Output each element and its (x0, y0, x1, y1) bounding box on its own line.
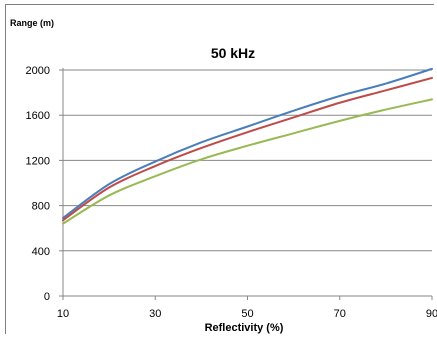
gridlines (63, 69, 432, 252)
x-tick-label: 30 (149, 308, 161, 320)
chart-title: 50 kHz (211, 45, 255, 61)
tick-labels: 0 400 800 1200 1600 2000 10 30 50 70 90 (26, 65, 437, 320)
y-tick-label: 1600 (26, 110, 50, 122)
x-axis-title: Reflectivity (%) (205, 322, 284, 334)
x-tick-label: 50 (241, 308, 253, 320)
y-tick-label: 2000 (26, 65, 50, 77)
series-lines (62, 67, 433, 225)
series-line-1 (62, 67, 433, 220)
series-line-3 (62, 98, 433, 225)
y-tick-label: 400 (32, 246, 50, 258)
y-tick-label: 0 (44, 291, 50, 303)
y-tick-label: 1200 (26, 155, 50, 167)
x-tick-label: 10 (57, 308, 69, 320)
x-tick-label: 70 (334, 308, 346, 320)
x-tick-label: 90 (426, 308, 437, 320)
chart-frame (5, 4, 434, 334)
axes (59, 68, 433, 300)
y-tick-label: 800 (32, 201, 50, 213)
series-line-2 (62, 76, 433, 222)
y-axis-title: Range (m) (10, 18, 54, 28)
